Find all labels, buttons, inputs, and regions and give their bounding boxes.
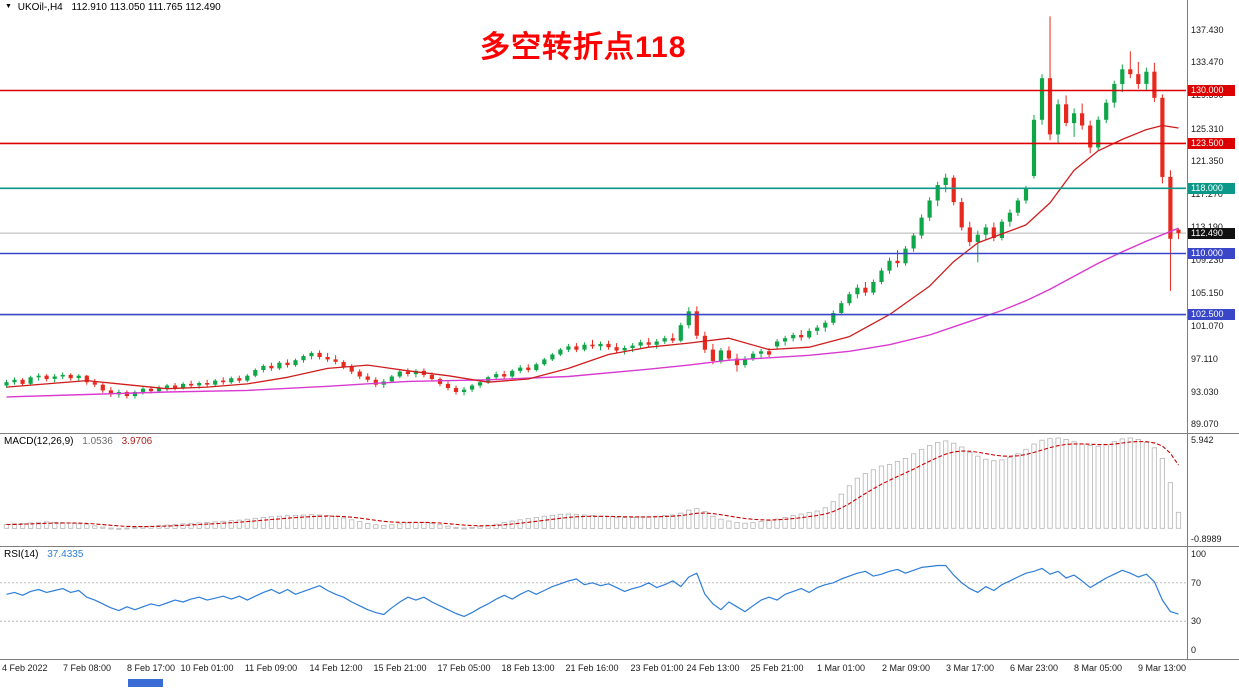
- price-axis-label: 101.070: [1191, 321, 1224, 331]
- time-axis-label: 6 Mar 23:00: [1009, 663, 1059, 673]
- chart-title-marker-icon: ▼: [5, 3, 12, 10]
- price-axis-label: 117.270: [1191, 189, 1223, 199]
- time-axis-label: 4 Feb 2022: [2, 663, 48, 673]
- rsi-indicator-panel[interactable]: RSI(14) 37.4335: [0, 547, 1187, 660]
- macd-indicator-label: MACD(12,26,9) 1.0536 3.9706: [4, 436, 152, 447]
- macd-axis-label: -0.8989: [1191, 534, 1222, 544]
- time-axis-label: 18 Feb 13:00: [501, 663, 555, 673]
- rsi-axis-label: 100: [1191, 549, 1207, 559]
- macd-indicator-panel[interactable]: MACD(12,26,9) 1.0536 3.9706: [0, 434, 1187, 547]
- macd-signal-value: 3.9706: [121, 436, 153, 447]
- price-axis-label: 97.110: [1191, 354, 1218, 364]
- bottom-strip: [0, 676, 1239, 688]
- annotation-text: 多空转折点118: [480, 31, 687, 64]
- macd-main-value: 1.0536: [82, 436, 113, 447]
- time-axis-label: 11 Feb 09:00: [244, 663, 298, 673]
- macd-histogram-chart[interactable]: [0, 434, 1187, 546]
- price-axis-label: 133.470: [1191, 57, 1224, 67]
- price-axis-label: 105.150: [1191, 288, 1224, 298]
- price-axis-label: 121.350: [1191, 156, 1224, 166]
- time-axis-label: 7 Feb 08:00: [62, 663, 112, 673]
- price-axis-label: 109.230: [1191, 255, 1224, 265]
- chart-title: ▼ UKOil-,H4 112.910 113.050 111.765 112.…: [5, 2, 221, 13]
- time-axis-label: 21 Feb 16:00: [565, 663, 619, 673]
- rsi-axis[interactable]: 100 70 30 0: [1187, 547, 1239, 660]
- time-axis-label: 8 Mar 05:00: [1073, 663, 1123, 673]
- time-axis-label: 8 Feb 17:00: [126, 663, 176, 673]
- time-axis-label: 17 Feb 05:00: [437, 663, 491, 673]
- rsi-name-label: RSI(14): [4, 549, 39, 560]
- price-axis-label: 129.390: [1191, 90, 1224, 100]
- rsi-axis-label: 70: [1191, 578, 1202, 588]
- price-axis-label: 89.070: [1191, 419, 1219, 429]
- symbol-timeframe-label: UKOil-,H4: [17, 2, 63, 13]
- macd-axis[interactable]: 5.942 -0.8989: [1187, 434, 1239, 547]
- time-axis-label: 3 Mar 17:00: [945, 663, 995, 673]
- time-axis-label: 15 Feb 21:00: [373, 663, 427, 673]
- price-axis-label: 125.310: [1191, 124, 1224, 134]
- time-axis[interactable]: 4 Feb 2022 7 Feb 08:00 8 Feb 17:00 10 Feb 0…: [0, 660, 1187, 676]
- ohlc-values-label: 112.910 113.050 111.765 112.490: [71, 2, 221, 13]
- time-axis-label: 24 Feb 13:00: [686, 663, 740, 673]
- price-axis-label: 113.190: [1191, 222, 1223, 232]
- price-axis-label: 93.030: [1191, 387, 1219, 397]
- price-axis-label: 137.430: [1191, 25, 1224, 35]
- time-axis-label: 10 Feb 01:00: [180, 663, 234, 673]
- time-axis-label: 23 Feb 01:00: [630, 663, 684, 673]
- taskbar-fragment: [128, 679, 163, 687]
- rsi-axis-label: 0: [1191, 645, 1197, 655]
- rsi-value: 37.4335: [47, 549, 84, 560]
- rsi-axis-label: 30: [1191, 616, 1202, 626]
- time-axis-label: 1 Mar 01:00: [816, 663, 866, 673]
- time-axis-label: 9 Mar 13:00: [1137, 663, 1187, 673]
- macd-name-label: MACD(12,26,9): [4, 436, 74, 447]
- rsi-indicator-label: RSI(14) 37.4335: [4, 549, 83, 560]
- price-chart-panel[interactable]: ▼ UKOil-,H4 112.910 113.050 111.765 112.…: [0, 0, 1187, 434]
- time-axis-label: 25 Feb 21:00: [750, 663, 804, 673]
- rsi-line-chart[interactable]: [0, 547, 1187, 659]
- time-axis-label: 2 Mar 09:00: [881, 663, 931, 673]
- macd-axis-label: 5.942: [1191, 435, 1214, 445]
- time-axis-label: 14 Feb 12:00: [309, 663, 363, 673]
- candlestick-chart[interactable]: [0, 0, 1187, 433]
- price-axis[interactable]: 137.430 133.470 129.390 125.310 121.350 117.2…: [1187, 0, 1239, 434]
